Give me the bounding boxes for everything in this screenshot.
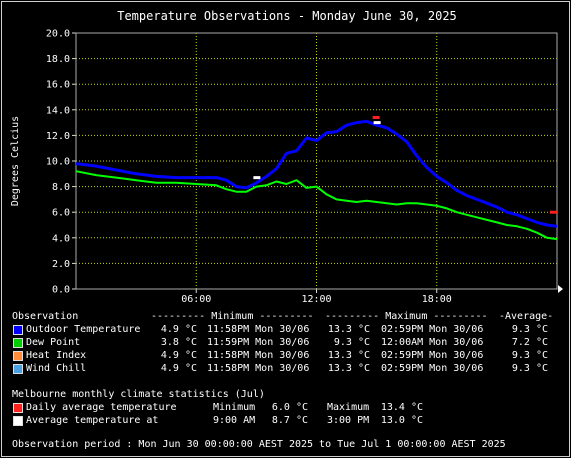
climate-swatch — [13, 403, 23, 413]
y-tick-label: 4.0 — [52, 233, 70, 244]
table-cell-max: 13.3 °C — [327, 350, 370, 361]
y-tick-label: 12.0 — [46, 131, 70, 142]
table-cell-avg: 7.2 °C — [511, 337, 548, 348]
table-cell-avg: 9.3 °C — [511, 324, 548, 335]
y-tick-label: 8.0 — [52, 182, 70, 193]
climate-marker — [372, 115, 380, 119]
maximum-header: --------- Maximum --------- — [325, 311, 488, 322]
table-cell-min: 4.9 °C — [160, 350, 197, 361]
table-cell-min: 4.9 °C — [160, 324, 197, 335]
table-cell-min: 4.9 °C — [160, 363, 197, 374]
climate-cell-c2: 8.7 °C — [271, 415, 308, 426]
climate-cell-name: Average temperature at — [26, 415, 159, 426]
climate-cell-c1: 9:00 AM — [213, 415, 256, 426]
chart-title: Temperature Observations - Monday June 3… — [117, 9, 457, 23]
observation-period: Observation period : Mon Jun 30 00:00:00… — [12, 439, 506, 450]
climate-marker — [550, 210, 557, 214]
y-tick-label: 0.0 — [52, 285, 70, 296]
x-tick-label: 06:00 — [181, 294, 211, 302]
climate-cell-name: Daily average temperature — [26, 402, 177, 413]
y-tick-label: 2.0 — [52, 259, 70, 270]
observation-header: Observation — [12, 311, 79, 322]
legend-swatch — [13, 364, 23, 374]
climate-heading: Melbourne monthly climate statistics (Ju… — [12, 389, 265, 400]
legend-swatch — [13, 325, 23, 335]
climate-cell-c1: Minimum — [213, 402, 256, 413]
table-cell-max-at: 02:59PM Mon 30/06 — [381, 363, 484, 374]
minimum-header: --------- Minimum --------- — [151, 311, 314, 322]
climate-cell-c3: Maximum — [327, 402, 370, 413]
y-tick-label: 18.0 — [46, 54, 70, 65]
climate-cell-c2: 6.0 °C — [271, 402, 308, 413]
table-cell-min-at: 11:59PM Mon 30/06 — [207, 337, 310, 348]
legend-swatch — [13, 351, 23, 361]
climate-marker — [253, 176, 261, 180]
climate-cell-c4: 13.4 °C — [380, 402, 423, 413]
table-cell-max-at: 02:59PM Mon 30/06 — [381, 324, 484, 335]
x-axis-arrow — [558, 285, 563, 293]
y-tick-label: 20.0 — [46, 29, 70, 40]
y-axis-label: Degrees Celcius — [10, 116, 21, 206]
table-cell-max-at: 02:59PM Mon 30/06 — [381, 350, 484, 361]
table-cell-min: 3.8 °C — [160, 337, 197, 348]
table-cell-avg: 9.3 °C — [511, 363, 548, 374]
climate-swatch — [13, 416, 23, 426]
climate-marker — [373, 121, 381, 125]
series-line-outdoor-temperature — [75, 119, 558, 228]
table-cell-name: Heat Index — [26, 350, 87, 361]
table-cell-max: 13.3 °C — [327, 363, 370, 374]
table-cell-min-at: 11:58PM Mon 30/06 — [207, 363, 310, 374]
climate-cell-c3: 3:00 PM — [327, 415, 370, 426]
x-tick-label: 18:00 — [422, 294, 452, 302]
table-cell-min-at: 11:58PM Mon 30/06 — [207, 350, 310, 361]
plot-area — [75, 32, 558, 290]
y-tick-label: 6.0 — [52, 208, 70, 219]
table-cell-name: Dew Point — [26, 337, 81, 348]
table-cell-max: 13.3 °C — [327, 324, 370, 335]
temperature-chart: Temperature Observations - Monday June 3… — [10, 9, 563, 302]
table-cell-name: Wind Chill — [26, 363, 87, 374]
table-cell-max: 9.3 °C — [333, 337, 370, 348]
y-tick-label: 14.0 — [46, 105, 70, 116]
x-tick-label: 12:00 — [301, 294, 331, 302]
legend-swatch — [13, 338, 23, 348]
climate-cell-c4: 13.0 °C — [380, 415, 423, 426]
y-tick-label: 16.0 — [46, 80, 70, 91]
series-line-dew-point — [75, 170, 558, 241]
table-cell-name: Outdoor Temperature — [26, 324, 141, 335]
table-cell-min-at: 11:58PM Mon 30/06 — [207, 324, 310, 335]
y-tick-label: 10.0 — [46, 157, 70, 168]
average-header: -Average- — [499, 311, 554, 322]
table-cell-avg: 9.3 °C — [511, 350, 548, 361]
table-cell-max-at: 12:00AM Mon 30/06 — [381, 337, 484, 348]
